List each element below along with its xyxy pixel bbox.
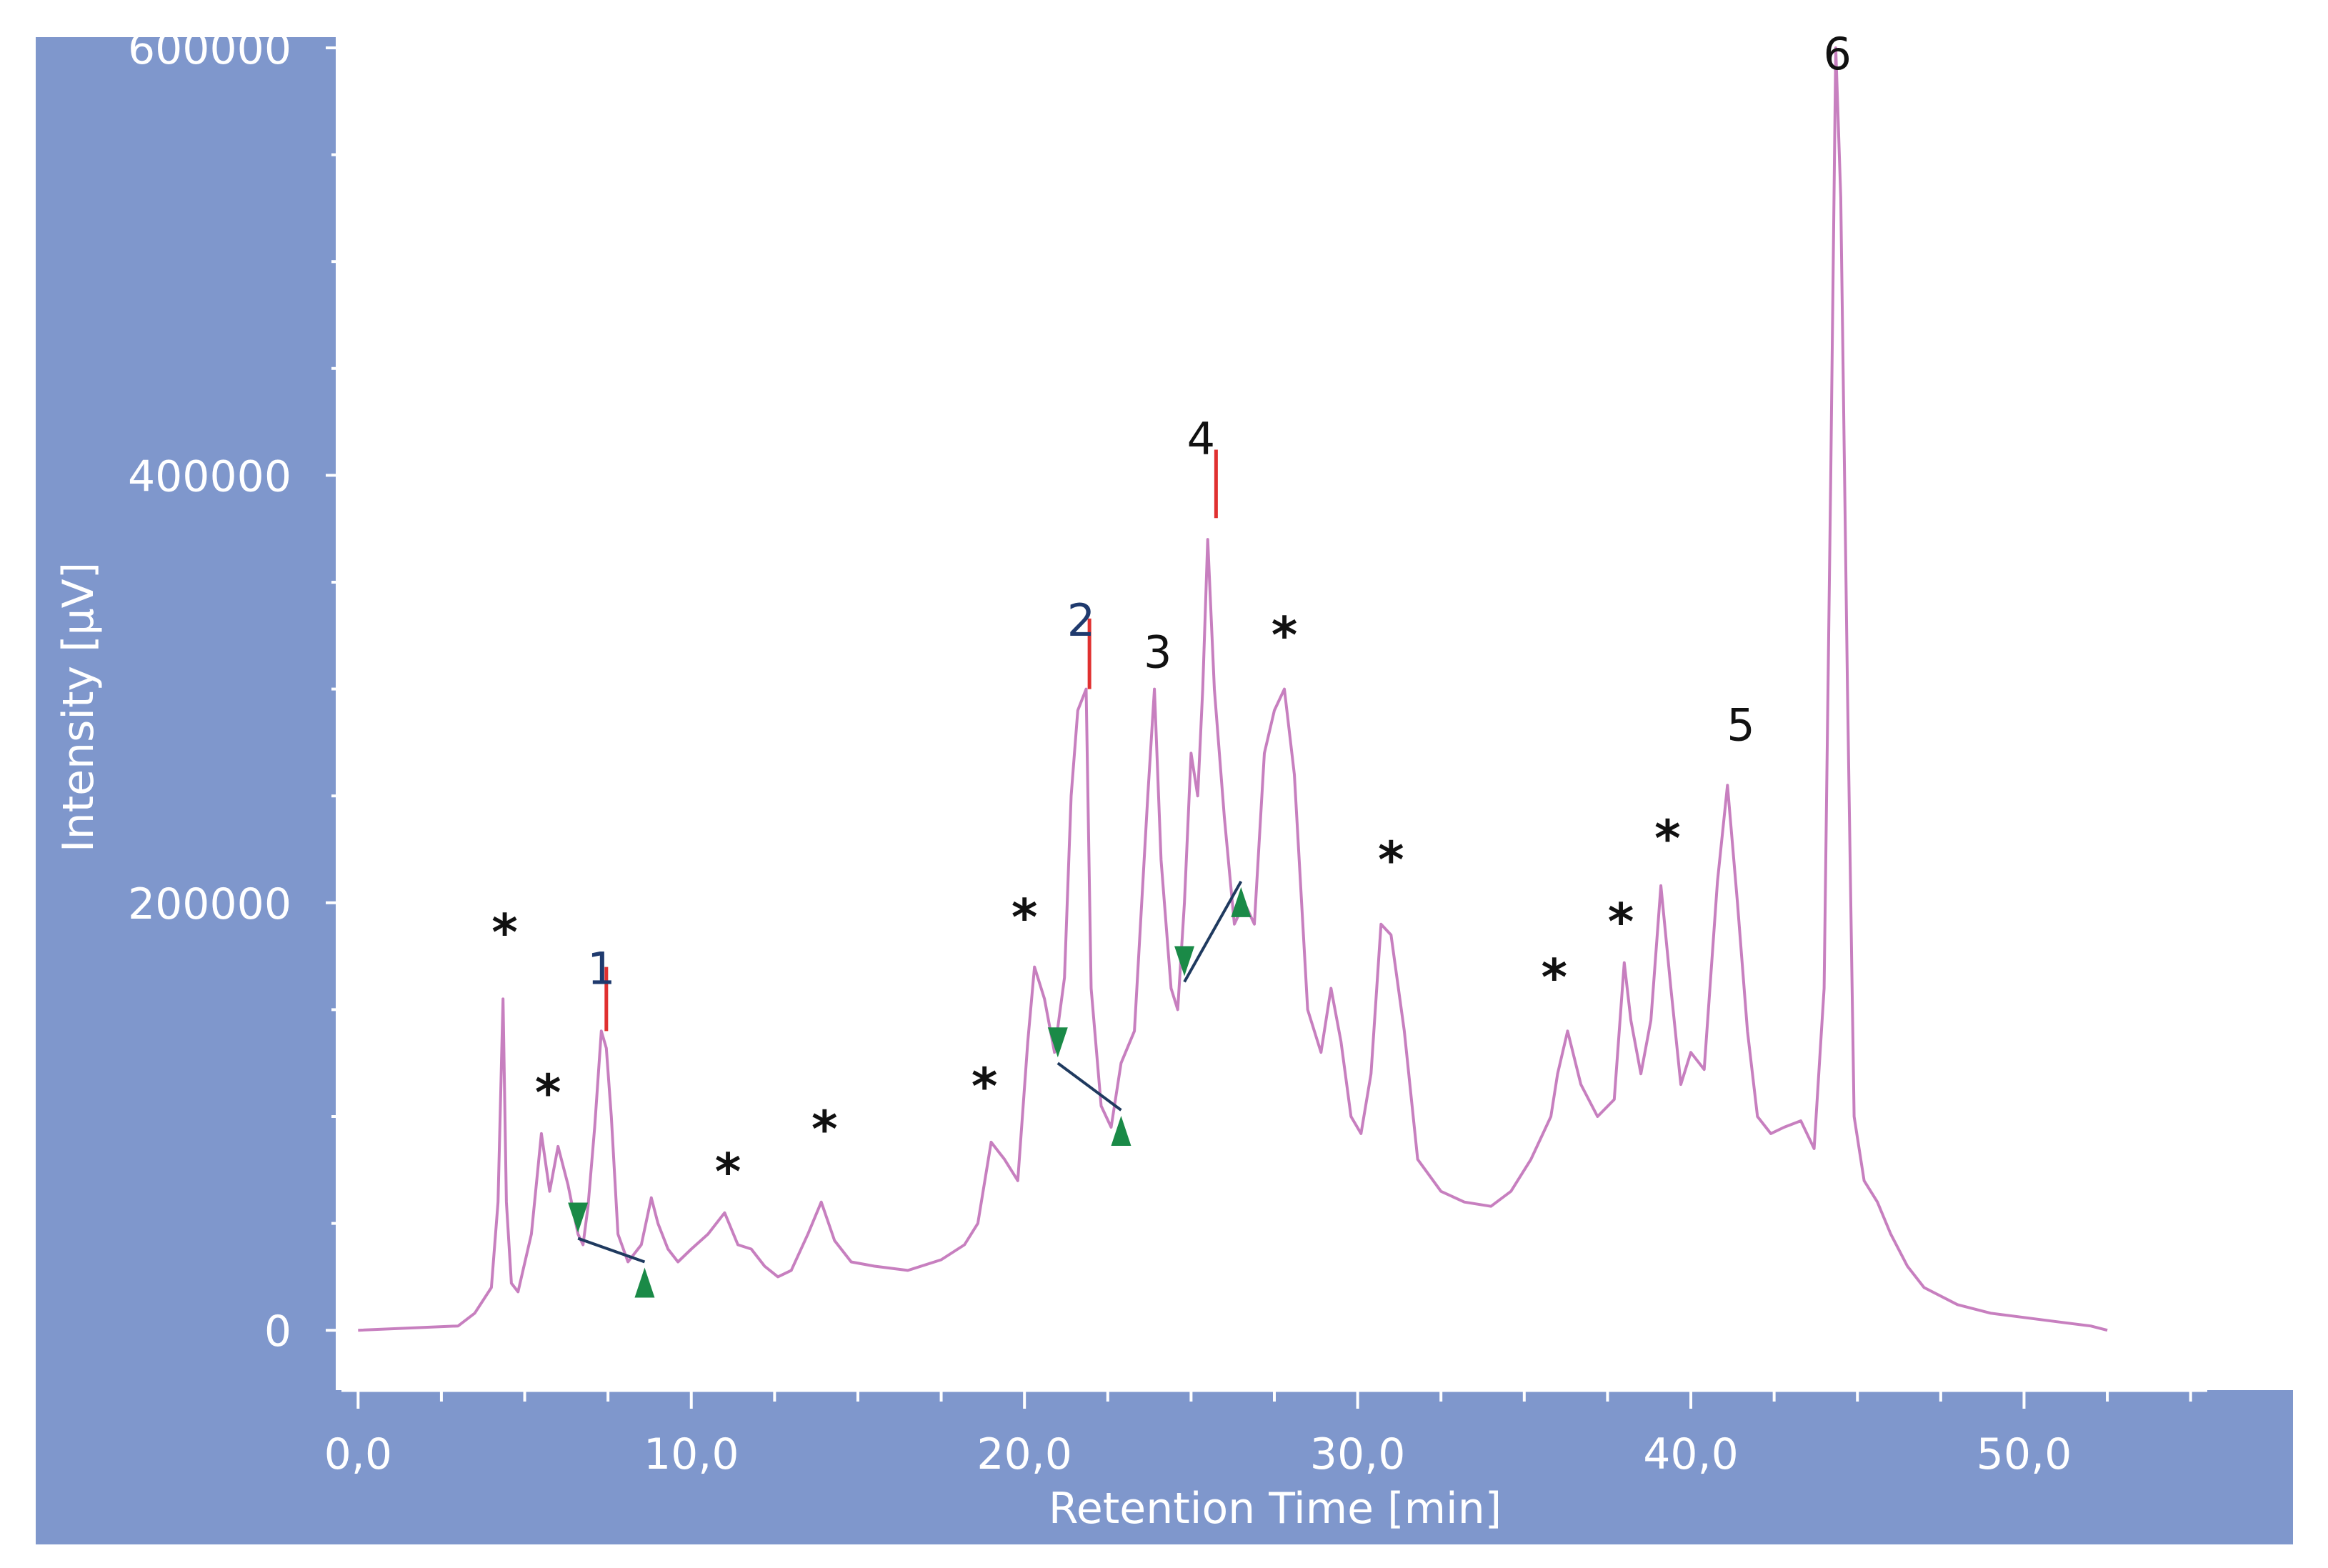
peak-start-marker bbox=[1047, 1027, 1068, 1058]
peak-end-marker bbox=[1111, 1116, 1131, 1147]
peak-top-marks bbox=[604, 449, 1218, 1032]
integration-baseline bbox=[577, 1237, 646, 1264]
peak-number-label: 4 bbox=[1187, 412, 1215, 464]
integration-baseline bbox=[1183, 880, 1243, 983]
unidentified-peak-label: * bbox=[1378, 831, 1404, 889]
peak-number-label: 3 bbox=[1144, 626, 1172, 679]
peak-annotations: * * 1 * * * * 23 4 * * * * * 5 6 bbox=[491, 28, 1852, 1202]
unidentified-peak-label: * bbox=[971, 1057, 998, 1116]
x-tick-label: 50,0 bbox=[1977, 1429, 2072, 1479]
unidentified-peak-label: * bbox=[1654, 809, 1681, 868]
y-tick-label: 0 bbox=[264, 1307, 291, 1357]
y-tick-label: 600000 bbox=[128, 24, 291, 74]
chromatogram-traces bbox=[358, 46, 2108, 1332]
unidentified-peak-label: * bbox=[715, 1143, 741, 1202]
y-tick-label: 200000 bbox=[128, 879, 291, 929]
y-axis-panel bbox=[36, 37, 336, 1544]
unidentified-peak-label: * bbox=[811, 1100, 838, 1159]
unidentified-peak-label: * bbox=[1011, 889, 1038, 947]
unidentified-peak-label: * bbox=[1608, 893, 1634, 952]
unidentified-peak-label: * bbox=[535, 1064, 561, 1122]
y-tick-label: 400000 bbox=[128, 451, 291, 501]
peak-start-marker bbox=[1174, 946, 1195, 977]
peak-number-label: 2 bbox=[1067, 594, 1095, 646]
x-tick-label: 30,0 bbox=[1310, 1429, 1406, 1479]
integration-baseline bbox=[1056, 1062, 1122, 1112]
x-tick-label: 10,0 bbox=[644, 1429, 739, 1479]
plot-area bbox=[341, 37, 2120, 1387]
x-axis-title: Retention Time [min] bbox=[1049, 1484, 1502, 1534]
x-axis-panel bbox=[36, 1390, 2293, 1544]
peak-end-marker bbox=[1231, 887, 1252, 917]
unidentified-peak-label: * bbox=[1272, 606, 1298, 665]
peak-number-label: 6 bbox=[1824, 28, 1852, 80]
unidentified-peak-label: * bbox=[1541, 948, 1567, 1007]
y-axis-ticks: 0 200000 400000 600000 bbox=[128, 24, 341, 1357]
peak-number-label: 1 bbox=[587, 943, 615, 995]
integration-baselines bbox=[568, 880, 1252, 1298]
x-axis-ticks: 0,0 10,0 20,0 30,0 40,0 50,0 bbox=[324, 1390, 2192, 1479]
peak-start-marker bbox=[568, 1202, 589, 1233]
x-tick-label: 40,0 bbox=[1643, 1429, 1739, 1479]
x-tick-label: 20,0 bbox=[976, 1429, 1072, 1479]
chromatogram-trace-line bbox=[358, 46, 2108, 1332]
peak-end-marker bbox=[634, 1267, 655, 1298]
peak-number-label: 5 bbox=[1727, 699, 1754, 751]
x-tick-label: 0,0 bbox=[324, 1429, 392, 1479]
unidentified-peak-label: * bbox=[491, 904, 518, 962]
y-axis-title: Intensity [µV] bbox=[54, 562, 104, 852]
